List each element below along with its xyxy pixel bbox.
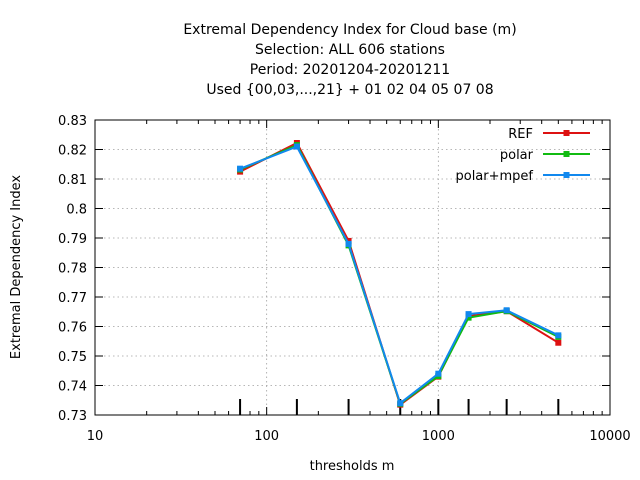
title-line-3: Period: 20201204-20201211	[250, 62, 450, 78]
title-line-2: Selection: ALL 606 stations	[255, 42, 445, 58]
series-polar-mpef	[237, 143, 562, 407]
tick-labels: 0.73 0.74 0.75 0.76 0.77 0.78 0.79 0.8 0.81 0.82 0…	[58, 114, 631, 444]
series-line-polar-mpef	[239, 145, 559, 405]
y-tick-label: 0.79	[58, 232, 87, 247]
data-point-polar-mpef	[435, 370, 442, 377]
y-tick-label: 0.82	[58, 144, 87, 159]
y-tick-label: 0.77	[58, 291, 87, 306]
legend-marker-polar-mpef	[563, 172, 570, 178]
grid	[95, 120, 610, 415]
legend-marker-polar	[563, 151, 570, 157]
y-tick-label: 0.78	[58, 262, 87, 277]
data-point-ref	[555, 339, 562, 346]
data-point-polar-mpef	[555, 332, 562, 339]
x-axis-label: thresholds m	[310, 459, 395, 474]
y-tick-label: 0.76	[58, 321, 87, 336]
y-tick-label: 0.73	[58, 409, 87, 424]
data-point-polar-mpef	[397, 400, 404, 407]
x-tick-label: 1000	[422, 429, 455, 444]
x-tick-label: 10	[87, 429, 104, 444]
title-line-1: Extremal Dependency Index for Cloud base…	[183, 22, 516, 38]
y-tick-label: 0.8	[66, 203, 87, 218]
legend-label-ref: REF	[508, 127, 533, 142]
series-layer	[237, 140, 562, 408]
data-point-polar-mpef	[503, 307, 510, 314]
data-point-polar-mpef	[465, 311, 472, 318]
data-point-polar	[465, 314, 472, 321]
y-tick-label: 0.74	[58, 380, 87, 395]
chart-title: Extremal Dependency Index for Cloud base…	[183, 22, 516, 98]
y-tick-label: 0.81	[58, 173, 87, 188]
legend-marker-ref	[563, 130, 570, 136]
plot-frame	[94, 119, 611, 416]
legend-label-polar: polar	[500, 148, 534, 163]
data-point-polar-mpef	[345, 240, 352, 247]
data-point-polar-mpef	[237, 165, 244, 172]
x-tick-label: 10000	[589, 429, 630, 444]
y-tick-label: 0.75	[58, 350, 87, 365]
legend-label-polar-mpef: polar+mpef	[455, 169, 533, 184]
y-tick-label: 0.83	[58, 114, 87, 129]
title-line-4: Used {00,03,...,21} + 01 02 04 05 07 08	[206, 82, 493, 98]
data-point-polar-mpef	[293, 143, 300, 150]
x-tick-label: 100	[254, 429, 279, 444]
y-axis-label: Extremal Dependency Index	[9, 175, 24, 359]
legend: REF polar polar+mpef	[455, 127, 590, 184]
